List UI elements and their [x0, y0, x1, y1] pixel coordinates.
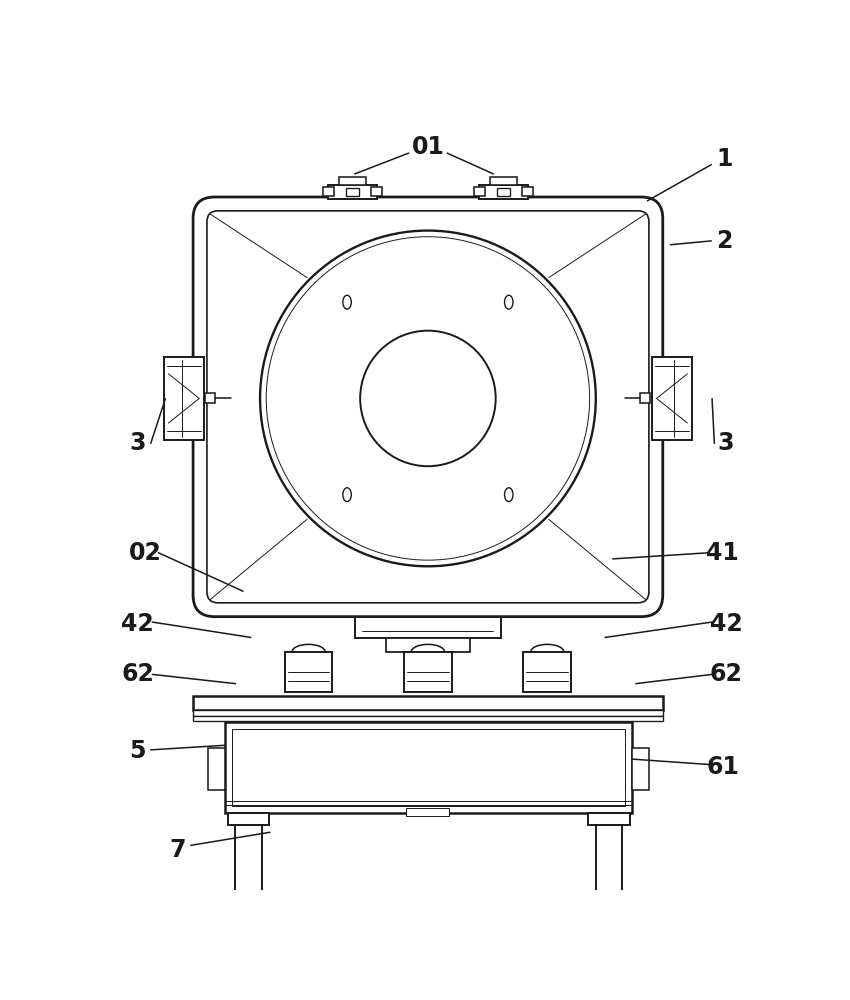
Bar — [497, 188, 509, 196]
Text: 3: 3 — [717, 431, 734, 455]
Circle shape — [360, 331, 496, 466]
Bar — [601, 913, 616, 922]
Bar — [354, 617, 501, 638]
Text: 02: 02 — [129, 541, 162, 565]
Bar — [588, 813, 630, 825]
Bar — [522, 187, 533, 196]
Bar — [225, 722, 632, 813]
Bar — [474, 187, 484, 196]
Ellipse shape — [343, 295, 351, 309]
Text: 01: 01 — [411, 135, 445, 159]
Bar — [346, 188, 359, 196]
Circle shape — [260, 231, 596, 566]
Bar — [588, 902, 630, 913]
Bar — [490, 177, 518, 185]
Bar — [479, 185, 528, 199]
Bar — [524, 652, 571, 692]
Bar — [193, 716, 663, 721]
Bar — [406, 808, 450, 816]
Text: 61: 61 — [706, 755, 740, 779]
Bar — [208, 748, 225, 790]
Bar — [338, 177, 366, 185]
Text: 5: 5 — [129, 739, 146, 763]
Bar — [371, 187, 382, 196]
Bar — [193, 696, 663, 710]
Text: 62: 62 — [122, 662, 154, 686]
Bar — [285, 652, 332, 692]
Bar — [164, 357, 204, 440]
Bar — [596, 825, 622, 902]
Text: 41: 41 — [706, 541, 740, 565]
FancyBboxPatch shape — [193, 197, 663, 617]
Bar — [228, 813, 269, 825]
Ellipse shape — [343, 488, 351, 502]
Bar — [228, 902, 269, 913]
Bar — [323, 187, 334, 196]
Bar — [328, 185, 377, 199]
Bar — [206, 393, 215, 403]
Bar — [232, 729, 625, 806]
Text: 1: 1 — [717, 146, 733, 170]
Ellipse shape — [505, 488, 513, 502]
Bar — [241, 913, 256, 922]
Text: 2: 2 — [717, 229, 733, 253]
Bar — [640, 393, 650, 403]
Text: 42: 42 — [710, 612, 742, 636]
Bar — [386, 638, 470, 652]
Bar — [235, 825, 262, 902]
Text: 42: 42 — [122, 612, 154, 636]
Bar — [652, 357, 692, 440]
Text: 7: 7 — [169, 838, 186, 862]
Bar — [193, 710, 663, 716]
Text: 62: 62 — [710, 662, 742, 686]
Bar — [632, 748, 649, 790]
Ellipse shape — [505, 295, 513, 309]
Bar — [404, 652, 452, 692]
Text: 3: 3 — [129, 431, 146, 455]
